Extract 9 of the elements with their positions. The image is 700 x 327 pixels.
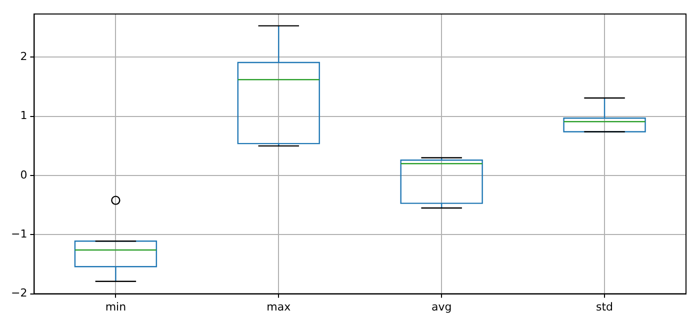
- x-tick-label: avg: [431, 300, 452, 314]
- y-tick-label: 2: [20, 50, 28, 64]
- x-tick-label: min: [105, 300, 126, 314]
- y-tick-label: −2: [10, 286, 28, 300]
- y-tick-label: −1: [10, 228, 28, 241]
- y-tick-label: 0: [20, 168, 28, 182]
- y-tick-label: 1: [20, 109, 28, 122]
- x-tick-label: max: [266, 300, 292, 314]
- x-tick-label: std: [596, 300, 614, 314]
